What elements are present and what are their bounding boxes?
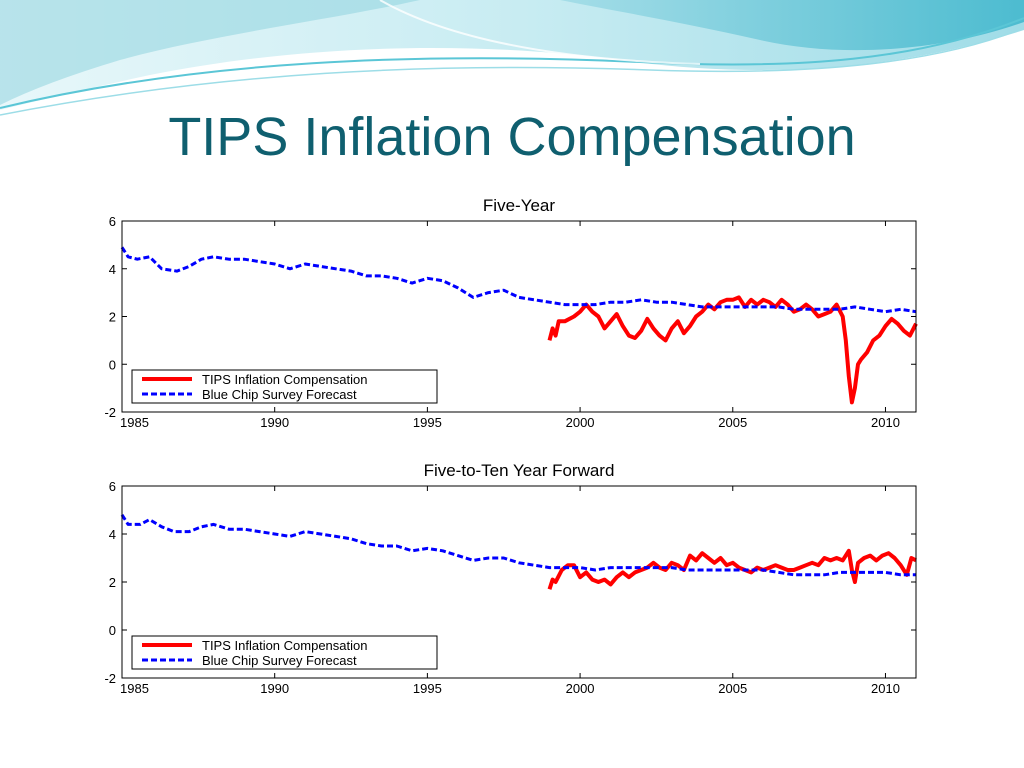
five-year-y-tick-label: 0 [109,357,116,372]
five-to-ten-legend-box [131,635,438,670]
five-to-ten-chart: Five-to-Ten Year Forward -2 0 2 4 6 1985 1990 19… [104,461,917,696]
five-to-ten-y-tick-label: 2 [109,575,116,590]
five-to-ten-series-blue-chip-line [120,513,916,577]
five-year-x-tick-label: 2010 [871,415,900,430]
five-to-ten-x-tick-label: 2010 [871,681,900,696]
five-year-x-tick-label: 2000 [566,415,595,430]
five-to-ten-y-tick-label: 0 [109,623,116,638]
five-to-ten-legend-label: TIPS Inflation Compensation [202,638,367,653]
five-year-legend-label: TIPS Inflation Compensation [202,372,367,387]
five-year-x-tick-label: 1985 [120,415,149,430]
five-year-series-tips-line [547,295,918,405]
five-year-chart-title: Five-Year [483,196,555,215]
five-year-x-tick-label: 2005 [718,415,747,430]
chart-panel [87,187,971,724]
five-year-y-tick-label: 6 [109,214,116,229]
five-to-ten-x-tick-label: 1985 [120,681,149,696]
slide-title: TIPS Inflation Compensation [168,107,856,167]
five-to-ten-legend-label: Blue Chip Survey Forecast [202,653,357,668]
five-year-y-tick-label: 2 [109,310,116,325]
five-year-chart: Five-Year -2 0 2 4 6 1985 1990 1995 2000 2005 2010 T… [104,196,918,430]
five-to-ten-series-tips-line [547,548,917,590]
five-year-x-tick-label: 1995 [413,415,442,430]
five-year-legend-box [131,369,438,404]
five-year-legend-label: Blue Chip Survey Forecast [202,387,357,402]
five-year-y-tick-label: 4 [109,262,116,277]
five-year-y-tick-label: -2 [104,405,116,420]
five-to-ten-chart-title: Five-to-Ten Year Forward [424,461,615,480]
five-year-series-blue-chip-line [120,246,917,314]
five-to-ten-y-tick-label: 6 [109,479,116,494]
five-to-ten-x-tick-label: 2005 [718,681,747,696]
five-to-ten-y-tick-label: 4 [109,527,116,542]
five-to-ten-x-tick-label: 2000 [566,681,595,696]
five-to-ten-x-tick-label: 1995 [413,681,442,696]
five-to-ten-x-tick-label: 1990 [260,681,289,696]
five-year-x-tick-label: 1990 [260,415,289,430]
five-to-ten-y-tick-label: -2 [104,671,116,686]
